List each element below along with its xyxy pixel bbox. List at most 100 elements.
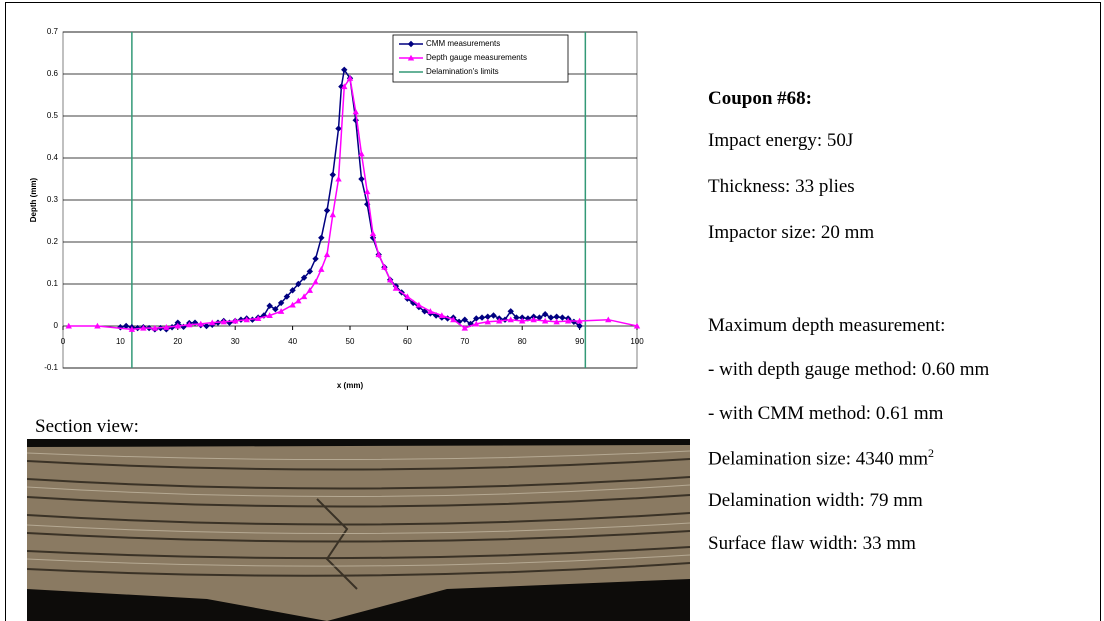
marker [323, 207, 331, 214]
marker [352, 108, 359, 115]
section-label: Section view: [35, 416, 139, 437]
marker [94, 322, 101, 329]
marker [484, 313, 491, 320]
marker [323, 251, 331, 258]
x-axis-label: x (mm) [337, 381, 364, 390]
marker [576, 317, 583, 324]
info-title: Coupon #68: [708, 88, 812, 109]
info-line: Delamination size: 4340 mm2 [708, 446, 934, 470]
marker [151, 324, 159, 331]
marker [559, 314, 566, 321]
marker [140, 324, 147, 331]
marker [329, 171, 336, 178]
marker [404, 293, 411, 300]
y-tick-label: 0.6 [47, 69, 59, 78]
marker [203, 322, 210, 330]
legend-label: CMM measurements [426, 39, 500, 48]
marker [306, 268, 314, 275]
legend-label: Delamination's limits [426, 67, 499, 76]
marker [375, 251, 382, 258]
x-tick-label: 90 [575, 337, 584, 346]
info-line: - with CMM method: 0.61 mm [708, 403, 944, 424]
marker [605, 316, 612, 323]
x-tick-label: 50 [346, 337, 355, 346]
marker [197, 320, 204, 327]
x-tick-label: 10 [116, 337, 125, 346]
marker [407, 54, 415, 61]
info-sup: 2 [928, 446, 935, 460]
marker [277, 299, 285, 307]
marker [65, 322, 72, 329]
marker [358, 150, 365, 157]
marker [450, 316, 457, 323]
marker [369, 230, 377, 237]
marker [272, 306, 279, 313]
section-photo [27, 439, 690, 621]
marker [461, 324, 468, 331]
marker [490, 312, 497, 319]
marker [341, 66, 348, 73]
marker [289, 287, 296, 294]
info-line: Impactor size: 20 mm [708, 222, 875, 243]
marker [174, 322, 181, 329]
info-line: - with depth gauge method: 0.60 mm [708, 359, 990, 380]
y-axis-label: Depth (mm) [29, 177, 38, 222]
marker [289, 301, 296, 308]
marker [364, 188, 371, 195]
marker [300, 293, 308, 300]
marker [163, 324, 170, 330]
marker [473, 320, 480, 327]
y-tick-label: 0.3 [47, 195, 59, 204]
marker [128, 326, 136, 332]
marker [174, 319, 181, 326]
y-tick-label: 0 [54, 321, 59, 330]
marker [633, 322, 641, 329]
x-tick-label: 30 [231, 337, 240, 346]
info-line: Surface flaw width: 33 mm [708, 533, 916, 554]
marker [277, 308, 285, 314]
marker [473, 315, 480, 322]
info-line: Thickness: 33 plies [708, 176, 855, 197]
marker [254, 315, 262, 321]
marker [335, 175, 342, 182]
marker [547, 314, 555, 321]
marker [122, 322, 130, 330]
marker [530, 316, 537, 323]
chart: -0.1 0 0.1 0.2 0.3 0.4 0.5 0.6 0.7 0 10 20 30 40 50 60 7… [29, 27, 644, 390]
marker [524, 315, 532, 322]
marker [312, 278, 319, 285]
marker [283, 293, 291, 300]
marker [318, 266, 325, 272]
marker [232, 317, 239, 324]
marker [329, 211, 336, 218]
marker [553, 313, 560, 320]
marker [209, 319, 216, 326]
x-tick-label: 100 [630, 337, 644, 346]
marker [407, 40, 415, 48]
marker [484, 318, 491, 325]
marker [312, 255, 319, 262]
marker [507, 308, 514, 315]
y-tick-label: 0.5 [47, 111, 59, 120]
marker [415, 301, 423, 308]
info-line: Maximum depth measurement: [708, 315, 946, 336]
y-tick-label: 0.1 [47, 279, 59, 288]
marker [346, 75, 354, 81]
y-tick-label: 0.7 [47, 27, 59, 36]
marker [220, 318, 227, 325]
x-tick-label: 20 [173, 337, 182, 346]
marker [570, 318, 578, 325]
marker [553, 318, 560, 325]
y-tick-label: 0.2 [47, 237, 59, 246]
x-tick-label: 40 [288, 337, 297, 346]
marker [341, 83, 348, 90]
marker [318, 234, 325, 241]
marker [186, 321, 193, 328]
marker [513, 314, 520, 321]
marker [243, 316, 250, 323]
marker [358, 175, 365, 183]
x-tick-label: 0 [61, 337, 66, 346]
info-line: Delamination width: 79 mm [708, 490, 923, 511]
marker [295, 297, 302, 304]
